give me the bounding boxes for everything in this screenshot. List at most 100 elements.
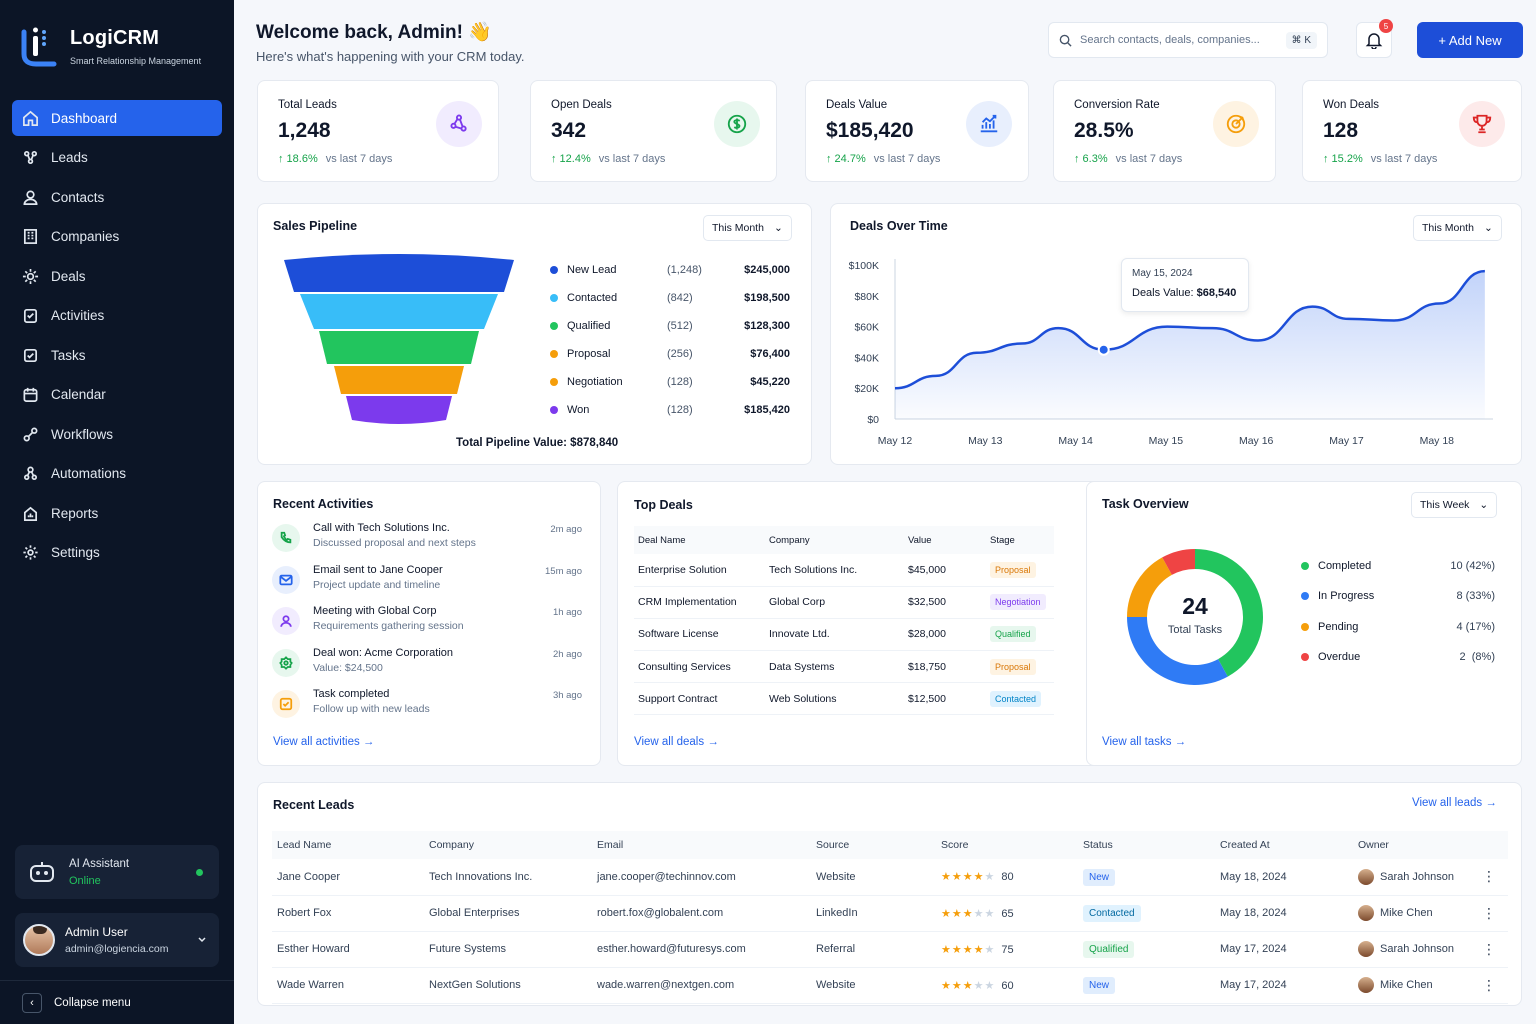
star-icon: ★	[962, 907, 974, 920]
donut-slice-completed[interactable]	[1195, 549, 1263, 677]
sidebar-item-workflows[interactable]: Workflows	[12, 416, 222, 452]
collapse-menu-button[interactable]: ‹ Collapse menu	[0, 980, 234, 1024]
sidebar-item-dashboard[interactable]: Dashboard	[12, 100, 222, 136]
sidebar-item-contacts[interactable]: Contacts	[12, 179, 222, 215]
kpi-card-conversion-rate[interactable]: Conversion Rate 28.5% ↑ 6.3% vs last 7 days	[1053, 80, 1276, 182]
activity-title: Call with Tech Solutions Inc.	[313, 522, 450, 534]
activity-item[interactable]: Meeting with Global Corp Requirements gat…	[272, 605, 582, 641]
column-header: Created At	[1215, 831, 1353, 859]
activity-item[interactable]: Task completed Follow up with new leads 3h…	[272, 688, 582, 724]
bell-icon	[1365, 33, 1383, 49]
search-input[interactable]: Search contacts, deals, companies... ⌘ K	[1048, 22, 1328, 58]
sidebar-item-tasks[interactable]: Tasks	[12, 337, 222, 373]
table-row[interactable]: Consulting Services Data Systems $18,750 Pr…	[634, 650, 1054, 684]
donut-slice-pending[interactable]	[1127, 557, 1172, 617]
stage-count: (842)	[667, 292, 693, 304]
add-new-button[interactable]: + Add New	[1417, 22, 1523, 58]
pipeline-legend-row: New Lead (1,248) $245,000	[550, 262, 790, 278]
table-row[interactable]: Wade Warren NextGen Solutions wade.warren@…	[272, 967, 1508, 1004]
table-row[interactable]: Software License Innovate Ltd. $28,000 Qual…	[634, 618, 1054, 652]
top-deals-title: Top Deals	[634, 498, 693, 512]
search-icon	[1059, 34, 1072, 47]
avatar	[1358, 941, 1374, 957]
user-profile[interactable]: Admin User admin@logiencia.com	[15, 913, 219, 967]
leads-icon	[23, 150, 38, 165]
legend-dot	[1301, 622, 1309, 631]
deal-stage-cell: Negotiation	[986, 586, 1054, 619]
sidebar-item-label: Automations	[51, 466, 127, 481]
activity-item[interactable]: Email sent to Jane Cooper Project update …	[272, 564, 582, 600]
view-all-activities-link[interactable]: View all activities →	[273, 736, 374, 748]
ai-assistant-card[interactable]: AI Assistant Online	[15, 845, 219, 899]
y-tick-label: $80K	[854, 291, 879, 303]
highlight-point[interactable]	[1097, 343, 1110, 356]
table-row[interactable]: Esther Howard Future Systems esther.howard…	[272, 931, 1508, 968]
sidebar-item-label: Workflows	[51, 426, 114, 442]
lead-score: 65	[1001, 907, 1014, 920]
more-options-icon[interactable]: ⋮	[1477, 859, 1508, 896]
donut-slice-overdue[interactable]	[1162, 549, 1195, 575]
pipeline-funnel	[284, 254, 514, 424]
funnel-contacted	[300, 294, 498, 329]
x-tick-label: May 15	[1149, 435, 1184, 447]
sidebar-item-automations[interactable]: Automations	[12, 456, 222, 492]
view-all-deals-link[interactable]: View all deals →	[634, 736, 719, 748]
kpi-delta-compare: vs last 7 days	[1370, 153, 1438, 165]
activity-subtitle: Follow up with new leads	[313, 703, 430, 716]
star-icon: ★	[951, 907, 963, 920]
star-rating: ★★★★★	[941, 980, 995, 992]
more-options-icon[interactable]: ⋮	[1477, 967, 1508, 1004]
task-period-select[interactable]: This Week ⌄	[1411, 492, 1498, 518]
task-status-name: Pending	[1318, 620, 1359, 633]
sidebar-item-activities[interactable]: Activities	[12, 298, 222, 334]
automation-icon	[23, 466, 38, 481]
activity-item[interactable]: Call with Tech Solutions Inc. Discussed p…	[272, 522, 582, 558]
sidebar-item-deals[interactable]: Deals	[12, 258, 222, 294]
activity-title: Meeting with Global Corp	[313, 605, 437, 618]
owner: Sarah Johnson	[1358, 868, 1477, 885]
badge-icon	[272, 648, 300, 677]
star-icon: ★	[951, 871, 963, 884]
kpi-card-won-deals[interactable]: Won Deals 128 ↑ 15.2% vs last 7 days	[1302, 80, 1522, 182]
sidebar-item-reports[interactable]: Reports	[12, 495, 222, 531]
lead-company: Global Enterprises	[424, 895, 592, 932]
mail-icon	[272, 565, 300, 594]
table-row[interactable]: Robert Fox Global Enterprises robert.fox@g…	[272, 895, 1508, 932]
activity-item[interactable]: Deal won: Acme Corporation Value: $24,500…	[272, 647, 582, 683]
donut-slice-in-progress[interactable]	[1127, 617, 1228, 685]
logo[interactable]: LogiCRM Smart Relationship Management	[20, 24, 201, 68]
kpi-value: 28.5%	[1074, 119, 1134, 142]
funnel-won	[346, 396, 452, 424]
deals-period-select[interactable]: This Month ⌄	[1413, 215, 1502, 241]
pipeline-period-select[interactable]: This Month ⌄	[703, 215, 792, 241]
legend-dot	[550, 322, 558, 330]
kpi-card-deals-value[interactable]: Deals Value $185,420 ↑ 24.7% vs last 7 days	[805, 80, 1029, 182]
chevron-down-icon[interactable]	[197, 935, 207, 945]
activity-subtitle: Discussed proposal and next steps	[313, 537, 476, 549]
view-all-tasks-link[interactable]: View all tasks →	[1102, 736, 1186, 748]
table-row[interactable]: CRM Implementation Global Corp $32,500 Nego…	[634, 586, 1054, 619]
notifications-button[interactable]: 5	[1356, 19, 1393, 58]
kpi-card-total-leads[interactable]: Total Leads 1,248 ↑ 18.6% vs last 7 days	[257, 80, 499, 182]
activity-time: 2h ago	[552, 648, 582, 660]
sidebar-item-calendar[interactable]: Calendar	[12, 377, 222, 413]
star-rating: ★★★★★	[941, 944, 995, 956]
home-icon	[23, 110, 38, 126]
sidebar-item-leads[interactable]: Leads	[12, 140, 222, 176]
view-all-leads-link[interactable]: View all leads →	[1412, 797, 1497, 809]
stage-badge: Contacted	[990, 690, 1042, 707]
stage-value: $128,300	[744, 320, 790, 332]
recent-activities-card: Recent Activities View all activities → …	[257, 481, 601, 766]
arrow-right-icon: →	[362, 736, 375, 748]
x-tick-label: May 17	[1329, 435, 1364, 447]
table-row[interactable]: Support Contract Web Solutions $12,500 Cont…	[634, 682, 1054, 716]
sidebar-item-settings[interactable]: Settings	[12, 535, 222, 571]
sidebar-item-companies[interactable]: Companies	[12, 219, 222, 255]
user-name: Admin User	[65, 925, 128, 939]
more-options-icon[interactable]: ⋮	[1477, 895, 1508, 932]
deal-value: $28,000	[904, 618, 986, 652]
more-options-icon[interactable]: ⋮	[1477, 931, 1508, 968]
kpi-card-open-deals[interactable]: Open Deals 342 ↑ 12.4% vs last 7 days	[530, 80, 777, 182]
table-row[interactable]: Enterprise Solution Tech Solutions Inc. $4…	[634, 554, 1054, 587]
table-row[interactable]: Jane Cooper Tech Innovations Inc. jane.coo…	[272, 859, 1508, 896]
